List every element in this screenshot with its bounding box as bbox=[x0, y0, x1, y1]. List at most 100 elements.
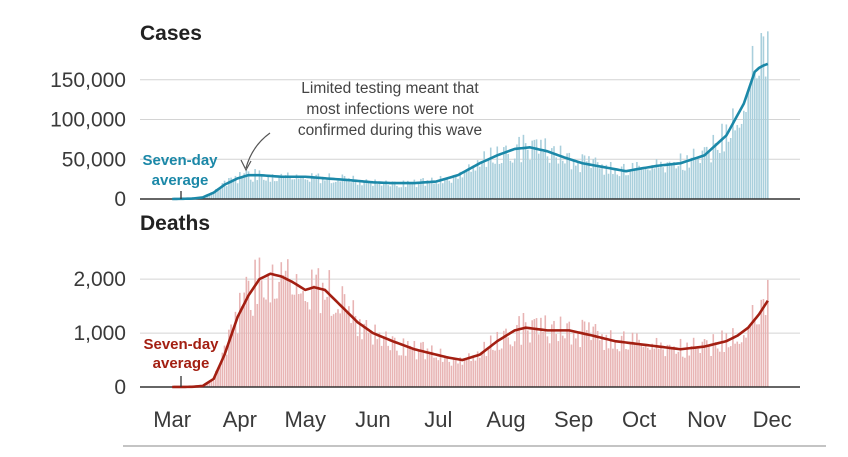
bar bbox=[438, 360, 440, 387]
bar bbox=[387, 346, 389, 387]
bar bbox=[708, 345, 710, 387]
bar bbox=[481, 352, 483, 387]
bar bbox=[699, 163, 701, 199]
bar bbox=[756, 324, 758, 387]
bar bbox=[636, 333, 638, 387]
y-tick-label: 150,000 bbox=[50, 69, 126, 92]
bar bbox=[667, 345, 669, 387]
bar bbox=[424, 186, 426, 199]
bar bbox=[239, 293, 241, 387]
bar bbox=[571, 345, 573, 387]
panel-title: Cases bbox=[140, 22, 202, 45]
x-tick-label: Oct bbox=[622, 407, 656, 432]
bar bbox=[573, 161, 575, 199]
bar bbox=[272, 265, 274, 387]
bar bbox=[256, 304, 258, 387]
bar bbox=[313, 286, 315, 387]
bar bbox=[433, 358, 435, 387]
bar bbox=[564, 163, 566, 199]
bar bbox=[226, 355, 228, 387]
y-tick-label: 100,000 bbox=[50, 109, 126, 132]
bar bbox=[405, 356, 407, 387]
bar bbox=[359, 180, 361, 199]
bar bbox=[348, 306, 350, 387]
bar bbox=[721, 330, 723, 387]
bar bbox=[590, 340, 592, 387]
x-tick-label: Dec bbox=[753, 407, 792, 432]
bar bbox=[376, 184, 378, 199]
bar bbox=[507, 337, 509, 387]
bar bbox=[529, 343, 531, 387]
bar bbox=[710, 356, 712, 387]
bar bbox=[320, 313, 322, 387]
bar bbox=[232, 181, 234, 199]
bar bbox=[444, 179, 446, 199]
bar bbox=[579, 347, 581, 387]
bar bbox=[510, 344, 512, 387]
bar bbox=[462, 177, 464, 199]
bar bbox=[278, 178, 280, 199]
bar bbox=[363, 181, 365, 199]
bar bbox=[363, 324, 365, 387]
bar bbox=[671, 348, 673, 387]
bar bbox=[684, 171, 686, 199]
bar bbox=[219, 189, 221, 199]
bar bbox=[606, 165, 608, 199]
bar bbox=[250, 310, 252, 387]
bar bbox=[339, 181, 341, 199]
bar bbox=[475, 361, 477, 387]
bar bbox=[435, 183, 437, 199]
bar bbox=[516, 144, 518, 199]
bar bbox=[486, 356, 488, 387]
bar bbox=[695, 349, 697, 387]
bar bbox=[582, 154, 584, 199]
annotation-text: confirmed during this wave bbox=[298, 122, 482, 139]
bar bbox=[730, 138, 732, 199]
bar bbox=[614, 342, 616, 387]
bar bbox=[324, 180, 326, 199]
bar bbox=[442, 362, 444, 387]
bar bbox=[634, 169, 636, 199]
bar bbox=[551, 324, 553, 387]
bar bbox=[448, 181, 450, 199]
bar bbox=[595, 158, 597, 199]
bar bbox=[283, 275, 285, 387]
bar bbox=[433, 184, 435, 199]
bar bbox=[512, 163, 514, 199]
bar bbox=[453, 177, 455, 199]
bar bbox=[577, 333, 579, 387]
bar bbox=[446, 358, 448, 387]
bar bbox=[488, 347, 490, 387]
bar bbox=[278, 282, 280, 387]
bar bbox=[682, 170, 684, 199]
bar bbox=[346, 311, 348, 387]
bar bbox=[315, 275, 317, 387]
bar bbox=[335, 182, 337, 199]
bar bbox=[765, 315, 767, 387]
bar bbox=[318, 268, 320, 387]
bar bbox=[331, 183, 333, 199]
bar bbox=[250, 180, 252, 199]
bar bbox=[597, 331, 599, 387]
bar bbox=[352, 300, 354, 387]
bar bbox=[368, 333, 370, 387]
bar bbox=[584, 322, 586, 387]
bar bbox=[226, 186, 228, 199]
bar bbox=[291, 294, 293, 387]
bar bbox=[765, 77, 767, 199]
bar bbox=[383, 336, 385, 387]
bar bbox=[717, 348, 719, 387]
bar bbox=[331, 316, 333, 387]
bar bbox=[695, 159, 697, 199]
x-tick-label: Jul bbox=[424, 407, 452, 432]
bar bbox=[342, 175, 344, 199]
seven-day-average-label: average bbox=[153, 355, 210, 372]
bar bbox=[558, 164, 560, 199]
bar bbox=[538, 334, 540, 387]
bar bbox=[411, 183, 413, 199]
y-tick-label: 50,000 bbox=[62, 148, 126, 171]
bar bbox=[623, 164, 625, 199]
bar bbox=[431, 345, 433, 387]
bar bbox=[455, 359, 457, 387]
